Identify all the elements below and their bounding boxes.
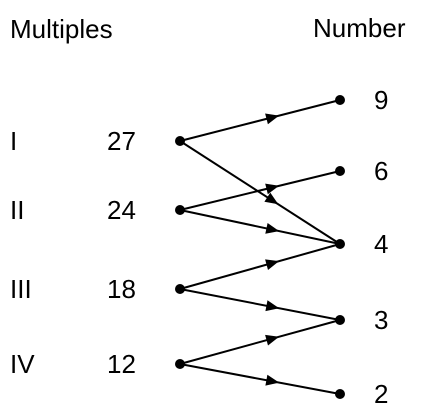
- right-dot-4: [335, 239, 345, 249]
- right-dot-9: [335, 95, 345, 105]
- edge-iv-to-2: [179, 363, 341, 395]
- multiple-value-12: 12: [107, 349, 136, 379]
- arrowhead-ii-to-4: [265, 223, 280, 234]
- arrowhead-iii-to-3: [265, 300, 280, 312]
- arrowhead-ii-to-6: [265, 183, 280, 195]
- multiple-value-27: 27: [107, 126, 136, 156]
- edge-ii-to-4: [179, 209, 341, 245]
- multiple-value-24: 24: [107, 195, 136, 225]
- edge-iv-to-3: [179, 319, 341, 365]
- left-dot-ii: [175, 205, 185, 215]
- edge-i-to-9: [179, 99, 341, 142]
- left-dot-i: [175, 136, 185, 146]
- arrowhead-i-to-4: [264, 192, 279, 205]
- multiple-value-18: 18: [107, 274, 136, 304]
- roman-label-iv: IV: [10, 349, 35, 379]
- arrowheads-layer: [264, 113, 280, 386]
- dots-layer: [175, 95, 345, 399]
- arrowhead-i-to-9: [265, 113, 280, 125]
- arrowhead-iv-to-2: [265, 374, 280, 386]
- left-dot-iii: [175, 284, 185, 294]
- edges-layer: [179, 99, 341, 395]
- left-dot-iv: [175, 359, 185, 369]
- edge-ii-to-6: [179, 170, 341, 211]
- edge-iii-to-4: [179, 243, 341, 290]
- number-label-9: 9: [374, 85, 388, 115]
- edge-i-to-4: [179, 140, 341, 245]
- number-label-2: 2: [374, 379, 388, 408]
- header-number: Number: [313, 13, 406, 43]
- number-label-4: 4: [374, 229, 388, 259]
- arrowhead-iii-to-4: [265, 259, 280, 270]
- arrowhead-iv-to-3: [265, 334, 280, 346]
- right-dot-3: [335, 315, 345, 325]
- number-label-3: 3: [374, 305, 388, 335]
- header-multiples: Multiples: [10, 14, 113, 44]
- roman-label-i: I: [10, 126, 17, 156]
- roman-label-iii: III: [10, 274, 32, 304]
- roman-label-ii: II: [10, 195, 24, 225]
- right-dot-6: [335, 166, 345, 176]
- number-label-6: 6: [374, 156, 388, 186]
- labels-layer: I 27 II 24 III 18 IV 12 9 6 4 3 2: [10, 85, 388, 408]
- right-dot-2: [335, 389, 345, 399]
- edge-iii-to-3: [179, 288, 341, 321]
